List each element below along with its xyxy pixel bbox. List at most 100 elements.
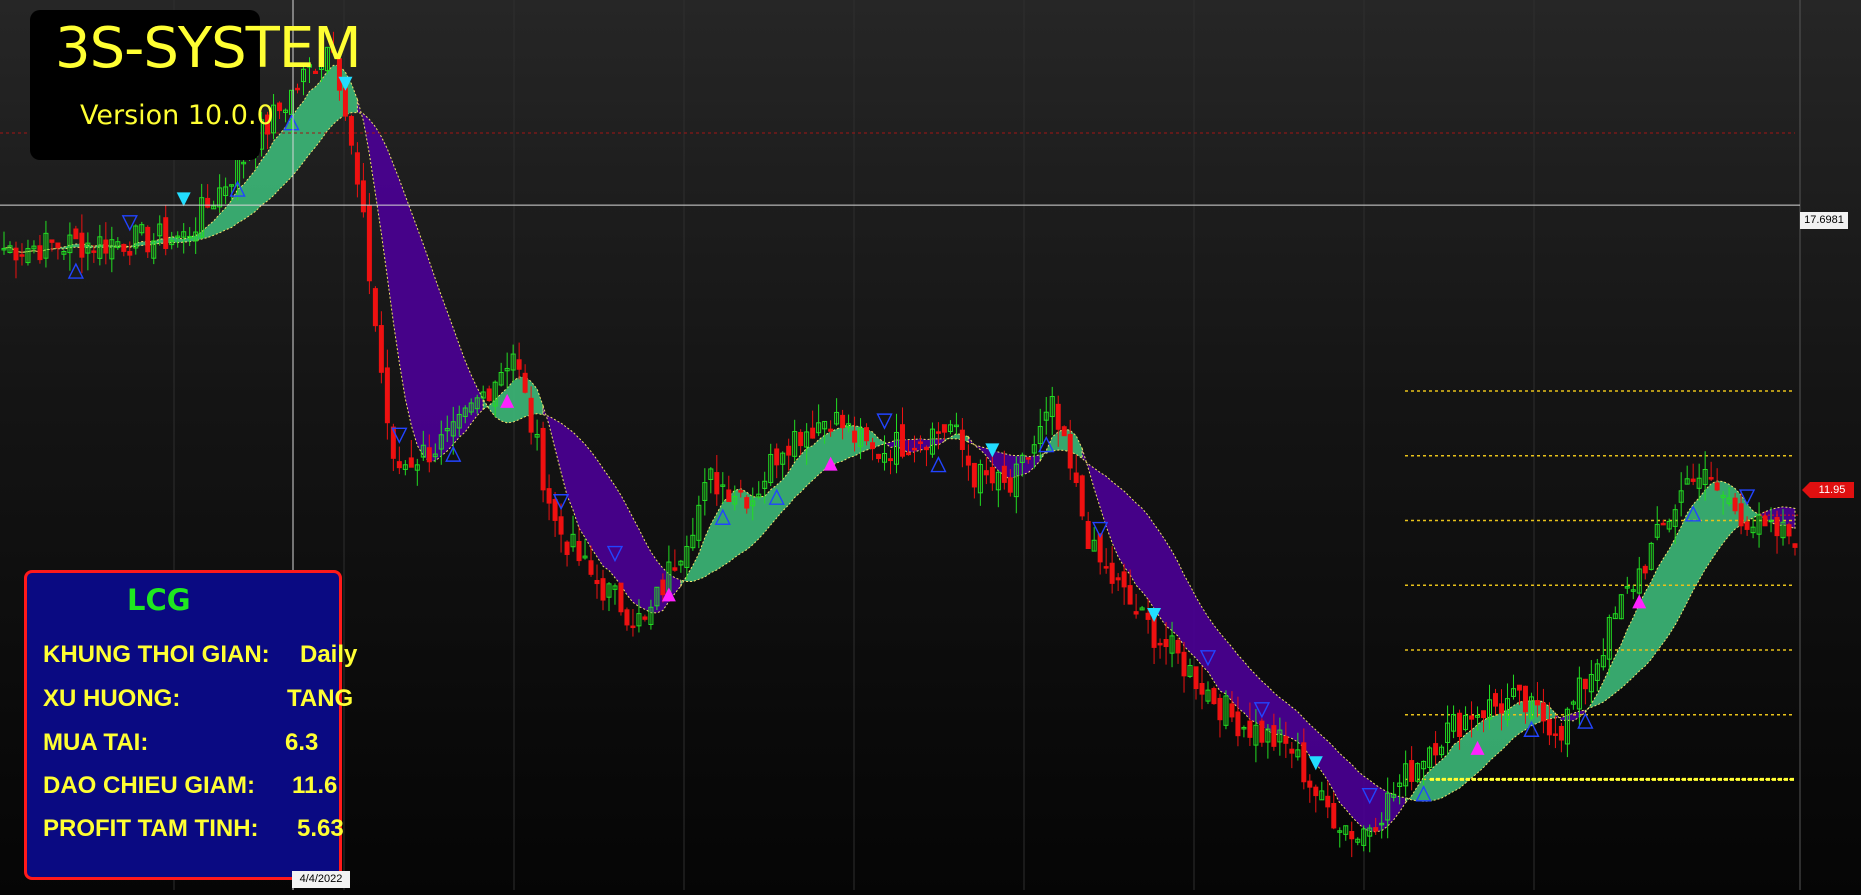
candle-body <box>534 433 540 438</box>
candle-body <box>582 555 588 559</box>
candle-body <box>570 533 576 548</box>
candle-body <box>935 431 941 434</box>
candle-body <box>474 397 480 410</box>
candle-body <box>762 480 768 489</box>
candle-body <box>97 236 103 259</box>
candle-body <box>175 235 181 239</box>
candle-body <box>768 453 774 484</box>
candle-body <box>1349 831 1355 840</box>
candle-body <box>1115 577 1121 581</box>
candle-body <box>1313 786 1319 797</box>
candle-body <box>1127 585 1133 605</box>
candle-body <box>486 388 492 402</box>
candle-body <box>1433 743 1439 756</box>
candle-body <box>300 68 306 83</box>
candle-body <box>1319 790 1325 801</box>
candle-body <box>444 428 450 432</box>
last-price-label: 11.95 <box>1802 482 1854 498</box>
candle-body <box>558 516 564 535</box>
candle-body <box>205 197 211 208</box>
candle-body <box>169 240 175 246</box>
candle-body <box>1013 463 1019 498</box>
candle-body <box>726 489 732 502</box>
candle-body <box>1624 586 1630 589</box>
candle-body <box>983 470 989 476</box>
candle-body <box>1534 700 1540 706</box>
candle-body <box>13 247 19 261</box>
candle-body <box>1133 611 1139 615</box>
candle-body <box>510 353 516 371</box>
candle-body <box>810 427 816 439</box>
candle-body <box>552 499 558 521</box>
candle-body <box>1223 695 1229 726</box>
buy-signal-marker <box>1470 740 1485 755</box>
candle-body <box>408 457 414 468</box>
brand-title: 3S-SYSTEM <box>55 16 362 81</box>
candle-body <box>163 217 169 249</box>
candle-body <box>31 245 37 250</box>
crosshair-date-label: 4/4/2022 <box>292 871 350 888</box>
candle-body <box>1049 396 1055 418</box>
candle-body <box>744 497 750 509</box>
bear-cloud <box>356 99 484 462</box>
candle-body <box>971 462 977 488</box>
candle-body <box>1768 519 1774 523</box>
candle-body <box>1451 714 1457 732</box>
candle-body <box>492 381 498 407</box>
candle-body <box>1780 521 1786 539</box>
candle-body <box>546 488 552 504</box>
bull-cloud <box>1584 480 1760 715</box>
candle-body <box>157 223 163 237</box>
candle-body <box>336 58 342 91</box>
candle-body <box>636 613 642 627</box>
candle-body <box>1187 665 1193 677</box>
candle-body <box>911 447 917 451</box>
candle-body <box>965 455 971 466</box>
candle-body <box>1019 454 1025 463</box>
candle-body <box>1439 746 1445 756</box>
buy-signal-marker <box>714 508 731 525</box>
candle-body <box>73 228 79 240</box>
candle-body <box>1001 465 1007 483</box>
candle-body <box>1528 696 1534 719</box>
candle-body <box>1684 478 1690 485</box>
candle-body <box>61 251 67 255</box>
candle-body <box>1427 747 1433 768</box>
candle-body <box>1594 663 1600 681</box>
candle-body <box>684 546 690 568</box>
candle-body <box>1217 697 1223 721</box>
candle-body <box>1708 477 1714 480</box>
candle-body <box>798 431 804 447</box>
sell-signal-marker <box>1199 650 1217 667</box>
candle-body <box>905 452 911 456</box>
buy-signal-marker <box>1523 720 1540 737</box>
candle-body <box>1271 725 1277 747</box>
brand-box: 3S-SYSTEM Version 10.0.0 <box>30 10 362 160</box>
candle-body <box>426 447 432 463</box>
timeframe-label: KHUNG THOI GIAN: <box>43 641 270 668</box>
bull-cloud <box>482 376 544 424</box>
candle-body <box>1295 749 1301 758</box>
candle-body <box>504 367 510 372</box>
candle-body <box>19 254 25 257</box>
candle-body <box>696 504 702 541</box>
candle-body <box>864 427 870 442</box>
candle-body <box>1 247 7 251</box>
candle-body <box>1738 503 1744 527</box>
candle-body <box>1582 678 1588 690</box>
candle-body <box>1654 523 1660 538</box>
candle-body <box>882 452 888 463</box>
candle-body <box>37 245 43 261</box>
candle-body <box>1073 472 1079 483</box>
candle-body <box>402 464 408 470</box>
candle-body <box>858 427 864 447</box>
candle-body <box>127 250 133 256</box>
candle-body <box>306 64 312 68</box>
buy-signal-marker <box>1577 712 1594 729</box>
candle-body <box>1061 426 1067 437</box>
candle-body <box>732 495 738 505</box>
candle-body <box>1211 688 1217 705</box>
candle-body <box>342 87 348 117</box>
candle-body <box>1714 482 1720 491</box>
